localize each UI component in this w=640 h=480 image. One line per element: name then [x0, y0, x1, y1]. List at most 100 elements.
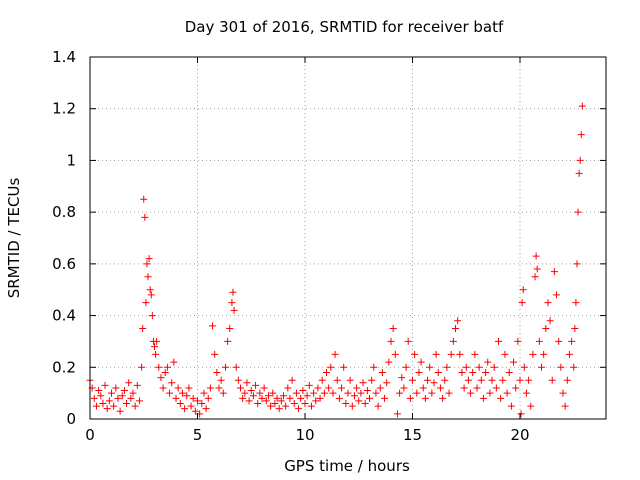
- data-point: [108, 389, 115, 397]
- data-point: [507, 402, 515, 410]
- data-point: [92, 402, 100, 410]
- data-point: [572, 299, 580, 307]
- data-point: [348, 402, 356, 410]
- data-point: [376, 384, 384, 392]
- data-point: [550, 268, 558, 276]
- x-tick-label: 10: [295, 426, 314, 444]
- data-point: [505, 368, 513, 376]
- data-point: [454, 317, 462, 325]
- data-point: [288, 376, 296, 384]
- data-point: [578, 102, 586, 110]
- data-point: [447, 350, 455, 358]
- data-point: [161, 368, 169, 376]
- data-point: [305, 381, 313, 389]
- data-series: [86, 102, 586, 418]
- data-point: [335, 394, 343, 402]
- data-point: [147, 291, 155, 299]
- data-point: [219, 389, 227, 397]
- data-point: [555, 337, 563, 345]
- y-tick-label: 0.6: [52, 255, 76, 273]
- data-point: [194, 397, 201, 405]
- data-point: [316, 394, 324, 402]
- data-point: [518, 299, 526, 307]
- data-point: [488, 376, 496, 384]
- data-point: [426, 363, 434, 371]
- data-point: [292, 389, 300, 397]
- data-point: [209, 322, 217, 330]
- data-point: [284, 384, 292, 392]
- data-point: [368, 376, 376, 384]
- data-point: [224, 337, 232, 345]
- data-point: [575, 169, 583, 177]
- data-point: [525, 376, 533, 384]
- data-point: [346, 376, 354, 384]
- data-point: [402, 363, 410, 371]
- data-point: [273, 394, 281, 402]
- data-point: [267, 402, 275, 410]
- data-point: [157, 374, 165, 382]
- data-point: [243, 379, 251, 387]
- data-point: [393, 410, 401, 418]
- data-point: [484, 358, 492, 366]
- data-point: [383, 379, 391, 387]
- data-point: [168, 379, 176, 387]
- data-point: [140, 195, 148, 203]
- data-point: [183, 392, 191, 400]
- data-point: [419, 384, 427, 392]
- data-point: [406, 394, 414, 402]
- data-point: [439, 394, 447, 402]
- data-point: [568, 337, 576, 345]
- data-point: [95, 387, 103, 395]
- data-point: [340, 363, 348, 371]
- data-point: [571, 325, 579, 332]
- data-point: [409, 376, 416, 384]
- data-point: [531, 273, 539, 281]
- y-tick-label: 0.4: [52, 307, 76, 325]
- data-point: [247, 387, 255, 395]
- data-point: [479, 394, 487, 402]
- data-point: [363, 387, 371, 395]
- data-point: [366, 394, 373, 402]
- data-point: [127, 394, 135, 402]
- data-point: [400, 384, 408, 392]
- data-point: [434, 368, 442, 376]
- data-point: [533, 265, 541, 273]
- data-point: [187, 402, 195, 410]
- data-point: [229, 288, 237, 296]
- y-tick-label: 1.4: [52, 48, 76, 66]
- data-point: [520, 363, 528, 371]
- data-point: [269, 389, 277, 397]
- data-point: [286, 394, 294, 402]
- data-point: [344, 389, 352, 397]
- data-point: [495, 337, 502, 345]
- data-point: [353, 384, 361, 392]
- data-point: [517, 410, 525, 418]
- data-point: [226, 325, 234, 332]
- axis-ticks: [89, 56, 606, 420]
- data-point: [417, 358, 425, 366]
- data-point: [116, 407, 124, 415]
- data-point: [262, 397, 270, 405]
- data-point: [561, 402, 569, 410]
- data-point: [421, 394, 429, 402]
- plot-frame: [89, 56, 607, 420]
- data-point: [436, 384, 444, 392]
- data-point: [237, 384, 244, 392]
- data-point: [532, 252, 540, 260]
- data-point: [275, 405, 283, 413]
- data-point: [544, 299, 552, 307]
- data-point: [443, 363, 451, 371]
- data-point: [548, 376, 556, 384]
- data-point: [503, 389, 511, 397]
- data-point: [249, 392, 257, 400]
- data-point: [159, 384, 167, 392]
- data-point: [303, 392, 311, 400]
- data-point: [155, 363, 163, 371]
- data-point: [264, 392, 272, 400]
- data-point: [486, 389, 494, 397]
- y-tick-label: 0.2: [52, 358, 76, 376]
- data-point: [477, 376, 485, 384]
- data-point: [114, 394, 122, 402]
- data-point: [101, 381, 109, 389]
- data-point: [239, 394, 247, 402]
